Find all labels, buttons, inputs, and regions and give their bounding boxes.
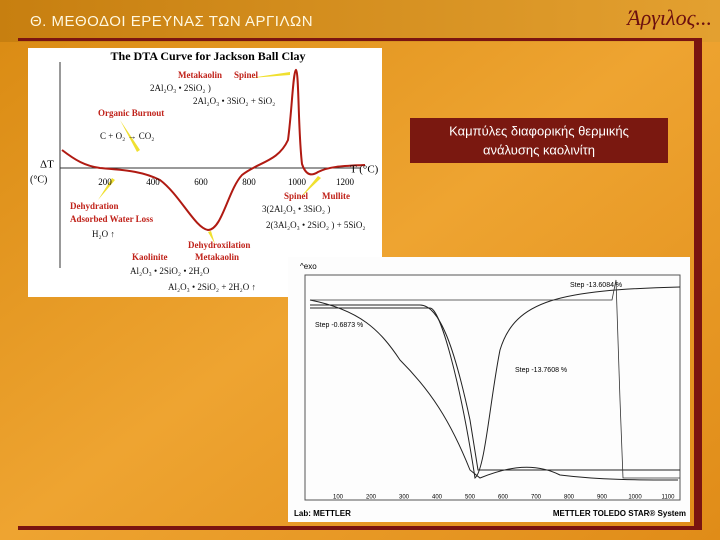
plot-box: [304, 274, 681, 501]
figure-title: The DTA Curve for Jackson Ball Clay: [111, 49, 306, 63]
x-ticks: 100 200 300 400 500 600 700 800 900 1000 1100: [333, 495, 675, 501]
annotation: Kaolinite: [132, 252, 168, 262]
annotation: C + O₂ → CO₂: [100, 131, 154, 141]
x-ticks: 200 400 600 800 1000 1200: [98, 177, 354, 187]
right-border: [694, 38, 702, 530]
header-rule: [18, 38, 698, 41]
x-tick-label: 1000: [628, 495, 642, 501]
brand: Άργιλος...: [625, 5, 712, 30]
caption: ανάλυσης καολινίτη: [483, 142, 595, 157]
lab-label: Lab: METTLER: [294, 509, 351, 518]
system-label: METTLER TOLEDO STAR® System: [553, 509, 686, 518]
x-tick-label: 200: [98, 177, 112, 187]
annotation: Dehydroxilation: [188, 240, 250, 250]
y-label: ΔT: [40, 159, 54, 171]
curve: [310, 286, 681, 479]
annotation: 2Al₂O₃ • 2SiO₂ ): [150, 83, 211, 93]
caption: Καμπύλες διαφορικής θερμικής: [449, 123, 629, 138]
curve: [310, 304, 680, 471]
caption-box: [410, 118, 668, 163]
x-tick-label: 900: [597, 495, 608, 501]
annotation: Mullite: [322, 191, 350, 201]
x-tick-label: 700: [531, 495, 542, 501]
step-label: Step -13.7608 %: [515, 367, 567, 374]
annotation: Organic Burnout: [98, 108, 164, 118]
section-title: Θ. ΜΕΘΟΔΟΙ ΕΡΕΥΝΑΣ ΤΩΝ ΑΡΓΙΛΩΝ: [30, 13, 313, 30]
x-tick-label: 600: [498, 495, 509, 501]
x-tick-label: 500: [465, 495, 476, 501]
x-tick-label: 1100: [662, 495, 676, 501]
annotation: Spinel: [234, 70, 259, 80]
annotation: 3(2Al₂O₃ • 3SiO₂ ): [262, 204, 330, 214]
annotation: Al₂O₃ • 2SiO₂ + 2H₂O ↑: [168, 282, 256, 292]
annotation: Metakaolin: [195, 252, 239, 262]
curve: [310, 279, 680, 479]
annotation: Adsorbed Water Loss: [70, 214, 154, 224]
pointers: [98, 72, 321, 244]
step-label: Step -13.6084 %: [570, 282, 622, 289]
x-tick-label: 800: [242, 177, 256, 187]
bottom-border: [18, 526, 702, 530]
header-bar: [0, 0, 720, 42]
figure-frame: [288, 257, 690, 522]
x-tick-label: 100: [333, 495, 344, 501]
tga-figure: ^exo Step -0.6873 % Step -13.6084 % Step…: [288, 257, 690, 522]
exo-label: ^exo: [300, 262, 317, 271]
x-tick-label: 400: [432, 495, 443, 501]
x-tick-label: 1000: [288, 177, 307, 187]
x-tick-label: 400: [146, 177, 160, 187]
dta-figure: The DTA Curve for Jackson Ball Clay ΔT (…: [28, 48, 382, 297]
annotation: Dehydration: [70, 201, 119, 211]
annotations: Metakaolin Spinel 2Al₂O₃ • 2SiO₂ ) 2Al₂O₃ •…: [70, 70, 366, 292]
x-label: T (°C): [350, 164, 379, 176]
step-label: Step -0.6873 %: [315, 322, 363, 329]
x-tick-label: 800: [564, 495, 575, 501]
dta-curve: [61, 68, 366, 232]
curve: [309, 299, 679, 481]
annotation: 2(3Al₂O₃ • 2SiO₂ ) + 5SiO₂: [266, 220, 366, 230]
annotation: Metakaolin: [178, 70, 222, 80]
annotation: Spinel: [284, 191, 309, 201]
x-tick-label: 300: [399, 495, 410, 501]
y-label: (°C): [30, 174, 47, 185]
annotation: H₂O ↑: [92, 229, 115, 239]
annotation: 2Al₂O₃ • 3SiO₂ + SiO₂: [193, 96, 275, 106]
x-tick-label: 200: [366, 495, 377, 501]
annotation: Al₂O₃ • 2SiO₂ • 2H₂O: [130, 266, 210, 276]
x-tick-label: 1200: [336, 177, 355, 187]
figure-frame: [28, 48, 382, 297]
x-tick-label: 600: [194, 177, 208, 187]
